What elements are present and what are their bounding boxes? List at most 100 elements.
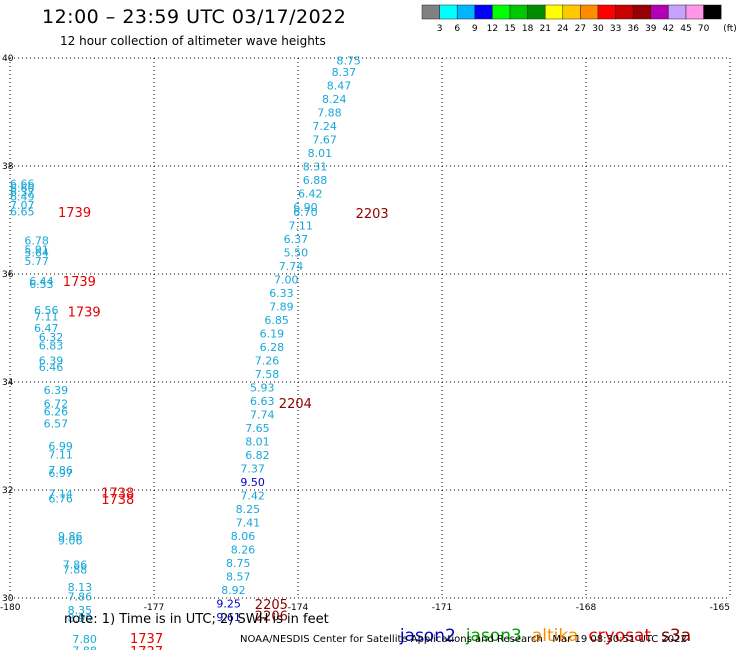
swh-value: 6.85 xyxy=(264,314,289,327)
y-tick-label: 36 xyxy=(2,270,14,280)
swh-value: 9.86 xyxy=(58,530,83,543)
swh-value: 8.57 xyxy=(226,571,251,584)
swh-value: 7.67 xyxy=(312,133,337,146)
y-tick-label: 34 xyxy=(2,378,14,388)
page-title: 12:00 – 23:59 UTC 03/17/2022 xyxy=(42,6,347,28)
swh-value: 9.06 xyxy=(58,535,83,548)
swh-value: 6.28 xyxy=(260,341,285,354)
time-label: 2205 xyxy=(255,598,288,613)
legend-s3a: s3a xyxy=(661,626,692,646)
time-label: 1737 xyxy=(130,632,163,647)
swh-value: 9.25 xyxy=(216,598,241,611)
scale-swatch xyxy=(562,4,581,20)
swh-value: 6.32 xyxy=(39,331,64,344)
scale-label: 15 xyxy=(504,24,515,34)
scale-swatch xyxy=(632,4,652,20)
scale-label: 21 xyxy=(539,24,550,34)
x-tick-label: -177 xyxy=(144,603,164,613)
scale-label: 3 xyxy=(437,24,443,34)
swh-value: 7.88 xyxy=(317,106,342,119)
legend-jason3: jason3 xyxy=(465,626,522,646)
swh-value: 7.07 xyxy=(10,199,35,212)
swh-value: 8.01 xyxy=(245,436,270,449)
scale-swatch xyxy=(421,4,440,20)
scale-swatch xyxy=(474,4,493,20)
satellite-legend: jason2 jason3 altika cryosat s3a xyxy=(389,606,701,646)
scale-swatch xyxy=(439,4,458,20)
x-tick-label: -180 xyxy=(0,603,21,613)
scale-label: 6 xyxy=(454,24,460,34)
scale-swatch xyxy=(509,4,528,20)
scale-label: 27 xyxy=(575,24,586,34)
swh-value: 6.72 xyxy=(44,397,69,410)
swh-value: 6.99 xyxy=(48,440,73,453)
units-note: note: 1) Time is in UTC; 2) SWH is in fe… xyxy=(64,612,329,627)
scale-label: 24 xyxy=(557,24,569,34)
time-label: 1738 xyxy=(101,493,134,508)
x-tick-label: -171 xyxy=(432,603,452,613)
time-label: 2203 xyxy=(356,207,389,222)
swh-value: 7.80 xyxy=(72,633,97,646)
scale-swatch xyxy=(668,4,687,20)
swh-value: 6.26 xyxy=(44,405,69,418)
swh-value: 6.47 xyxy=(34,322,59,335)
swh-value: 7.26 xyxy=(255,355,279,368)
scale-swatch xyxy=(650,4,669,20)
swh-value: 7.65 xyxy=(245,422,270,435)
scale-label: 12 xyxy=(487,24,498,34)
swh-value: 7.42 xyxy=(240,490,265,503)
swh-value: 8.75 xyxy=(336,54,361,67)
scale-label: 42 xyxy=(663,24,674,34)
swh-value: 8.47 xyxy=(327,79,352,92)
swh-value: 5.50 xyxy=(284,247,309,260)
swh-value: 7.88 xyxy=(63,564,88,577)
y-tick-label: 30 xyxy=(2,594,14,604)
swh-value: 7.14 xyxy=(48,488,73,501)
legend-jason2: jason2 xyxy=(399,626,456,646)
chart-grid xyxy=(9,57,731,599)
swh-value: 6.37 xyxy=(284,233,309,246)
y-tick-label: 40 xyxy=(2,54,14,64)
swh-value: 6.83 xyxy=(39,340,64,353)
time-label: 2204 xyxy=(279,397,312,412)
axis-ticks: -180 -177 -174 -171 -168 -165 30 32 34 36 38 40 xyxy=(0,54,730,613)
swh-value: 6.65 xyxy=(10,206,35,219)
scale-label: 9 xyxy=(472,24,478,34)
scale-swatch xyxy=(703,4,722,20)
swh-value: 6.70 xyxy=(293,206,318,219)
scale-swatch xyxy=(597,4,616,20)
swh-value: 7.86 xyxy=(48,464,73,477)
credit-line: NOAA/NESDIS Center for Satellite Applica… xyxy=(240,634,687,645)
scale-label: 33 xyxy=(610,24,621,34)
swh-value: 6.97 xyxy=(48,467,73,480)
swh-value: 8.31 xyxy=(303,160,328,173)
swh-value: 7.89 xyxy=(269,301,294,314)
swh-value: 8.01 xyxy=(308,147,333,160)
swh-value: 8.06 xyxy=(231,530,256,543)
swh-value: 6.53 xyxy=(29,278,54,291)
swh-value: 7.41 xyxy=(236,517,261,530)
swh-value: 7.74 xyxy=(250,409,275,422)
legend-cryosat: cryosat xyxy=(588,626,652,646)
swh-value: 8.35 xyxy=(68,604,93,617)
swh-value: 7.58 xyxy=(255,368,279,381)
scale-label: 36 xyxy=(627,24,639,34)
time-label: 1739 xyxy=(68,306,101,321)
swh-value: 7.37 xyxy=(240,463,265,476)
swh-value: 6.78 xyxy=(24,234,49,247)
swh-value: 6.49 xyxy=(10,191,35,204)
x-tick-label: -174 xyxy=(288,603,309,613)
scale-label: 70 xyxy=(698,24,710,34)
swh-value: 8.24 xyxy=(322,93,347,106)
time-label: 1739 xyxy=(63,275,96,290)
swh-value: 6.63 xyxy=(250,395,275,408)
generated-timestamp: Mar 19 08:30:51 UTC 2022 xyxy=(552,634,687,645)
scale-swatch xyxy=(580,4,599,20)
swh-value: 5.64 xyxy=(24,247,49,260)
scale-label: 45 xyxy=(680,24,691,34)
credit-text: NOAA/NESDIS Center for Satellite Applica… xyxy=(240,634,543,645)
swh-value: 7.24 xyxy=(312,120,337,133)
scale-swatch xyxy=(544,4,564,20)
swh-value: 7.11 xyxy=(34,310,59,323)
